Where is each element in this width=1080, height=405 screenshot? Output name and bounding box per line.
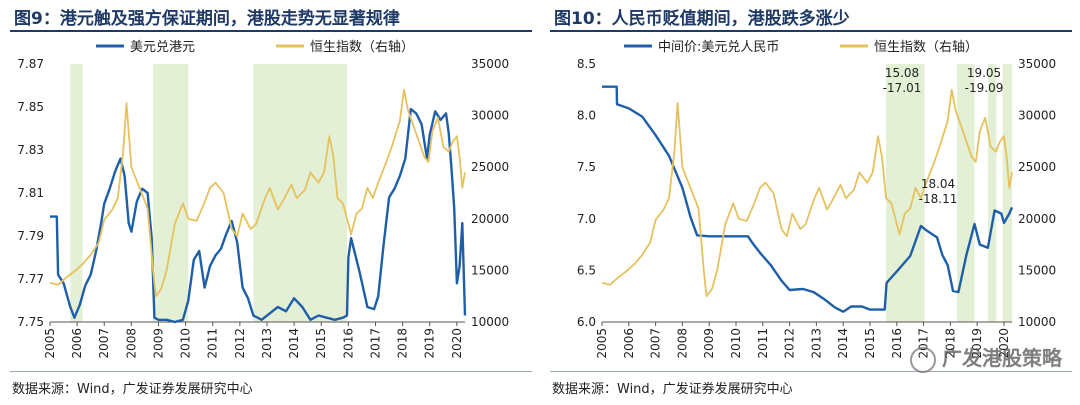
y-left-tick-label: 7.0 <box>577 212 596 226</box>
x-tick-label: 2020 <box>997 328 1011 359</box>
x-tick-label: 2009 <box>151 328 165 359</box>
x-tick-label: 2016 <box>890 328 904 359</box>
x-tick-label: 2005 <box>43 328 57 359</box>
y-left-tick-label: 7.79 <box>17 229 44 243</box>
x-tick-label: 2005 <box>595 328 609 359</box>
y-right-tick-label: 35000 <box>471 57 509 71</box>
x-tick-label: 2012 <box>233 328 247 359</box>
x-tick-label: 2008 <box>675 328 689 359</box>
series-line-0 <box>50 107 467 324</box>
x-tick-label: 2019 <box>970 328 984 359</box>
legend-label-0: 中间价:美元兑人民币 <box>658 40 779 55</box>
y-right-tick-label: 10000 <box>1018 315 1056 329</box>
annotation-label: 19.05 -19.09 <box>965 66 1004 95</box>
annotation-label: 15.08 -17.01 <box>883 66 922 95</box>
y-left-tick-label: 7.5 <box>577 160 596 174</box>
wechat-logo-icon <box>910 346 936 373</box>
series-line-0 <box>602 85 1014 313</box>
y-right-tick-label: 30000 <box>471 109 509 123</box>
y-left-tick-label: 6.5 <box>577 263 596 277</box>
series-line-1 <box>601 88 1013 298</box>
y-left-tick-label: 7.81 <box>17 186 44 200</box>
x-tick-label: 2020 <box>450 328 464 359</box>
figure-10-bottom-rule <box>550 371 1072 372</box>
series-line-1 <box>49 88 466 298</box>
x-tick-label: 2015 <box>863 328 877 359</box>
x-tick-label: 2007 <box>97 328 111 359</box>
x-tick-label: 2015 <box>314 328 328 359</box>
x-tick-label: 2019 <box>423 328 437 359</box>
figure-9-title-rule <box>10 30 532 32</box>
figure-10-title-rule <box>550 30 1072 32</box>
shaded-period-2 <box>253 64 348 322</box>
x-tick-label: 2006 <box>70 328 84 359</box>
y-left-tick-label: 7.85 <box>17 100 44 114</box>
x-tick-label: 2018 <box>943 328 957 359</box>
legend-label-1: 恒生指数（右轴） <box>874 40 978 55</box>
shaded-period-2 <box>987 64 997 322</box>
x-tick-label: 2010 <box>729 328 743 359</box>
y-right-tick-label: 15000 <box>1018 263 1056 277</box>
y-left-tick-label: 7.75 <box>17 315 44 329</box>
x-tick-label: 2009 <box>702 328 716 359</box>
x-tick-label: 2014 <box>836 328 850 359</box>
x-tick-label: 2012 <box>783 328 797 359</box>
x-tick-label: 2011 <box>206 328 220 359</box>
y-right-tick-label: 15000 <box>471 263 509 277</box>
figure-9-panel: 图9：港元触及强方保证期间，港股走势无显著规律 7.75 7.77 7.79 7.81… <box>10 9 532 397</box>
y-left-tick-label: 6.0 <box>577 315 596 329</box>
figure-9-source: 数据来源：Wind，广发证券发展研究中心 <box>12 382 253 397</box>
x-tick-label: 2013 <box>260 328 274 359</box>
x-tick-label: 2016 <box>341 328 355 359</box>
x-tick-label: 2018 <box>396 328 410 359</box>
y-left-tick-label: 7.87 <box>17 57 44 71</box>
y-right-tick-label: 20000 <box>471 212 509 226</box>
y-left-tick-label: 7.83 <box>17 143 44 157</box>
x-tick-label: 2006 <box>622 328 636 359</box>
shaded-period-1 <box>153 64 189 322</box>
x-tick-label: 2017 <box>368 328 382 359</box>
y-left-tick-label: 8.0 <box>577 109 596 123</box>
legend-label-1: 恒生指数（右轴） <box>310 40 414 55</box>
figure-9-bottom-rule <box>10 371 532 372</box>
y-right-tick-label: 25000 <box>471 160 509 174</box>
y-right-tick-label: 35000 <box>1018 57 1056 71</box>
figure-9-title: 图9：港元触及强方保证期间，港股走势无显著规律 <box>14 9 400 29</box>
figure-10-panel: 图10：人民币贬值期间，港股跌多涨少 6.0 6.5 7.0 7.5 8.0 8.5 100… <box>540 0 1080 405</box>
x-tick-label: 2011 <box>756 328 770 359</box>
y-right-tick-label: 30000 <box>1018 109 1056 123</box>
figure-9-chart: 7.75 7.77 7.79 7.81 7.83 7.85 7.87 10000 15000 20… <box>17 40 509 359</box>
y-right-tick-label: 10000 <box>471 315 509 329</box>
watermark: 广发港股策略 <box>910 342 1062 373</box>
x-tick-label: 2014 <box>287 328 301 359</box>
legend-label-0: 美元兑港元 <box>130 40 195 55</box>
x-tick-label: 2013 <box>809 328 823 359</box>
annotation-label: 18.04 -18.11 <box>919 177 958 206</box>
y-right-tick-label: 20000 <box>1018 212 1056 226</box>
y-left-tick-label: 8.5 <box>577 57 596 71</box>
y-right-tick-label: 25000 <box>1018 160 1056 174</box>
watermark-text: 广发港股策略 <box>942 346 1062 370</box>
y-left-tick-label: 7.77 <box>17 272 44 286</box>
shaded-period-0 <box>70 64 83 322</box>
figure-10-source: 数据来源：Wind，广发证券发展研究中心 <box>552 382 793 397</box>
figure-10-chart: 6.0 6.5 7.0 7.5 8.0 8.5 10000 15000 20000 25000 30… <box>577 40 1056 359</box>
x-tick-label: 2007 <box>649 328 663 359</box>
x-tick-label: 2008 <box>124 328 138 359</box>
figure-10-title: 图10：人民币贬值期间，港股跌多涨少 <box>554 9 850 29</box>
shaded-period-3 <box>1002 64 1012 322</box>
x-tick-label: 2010 <box>179 328 193 359</box>
